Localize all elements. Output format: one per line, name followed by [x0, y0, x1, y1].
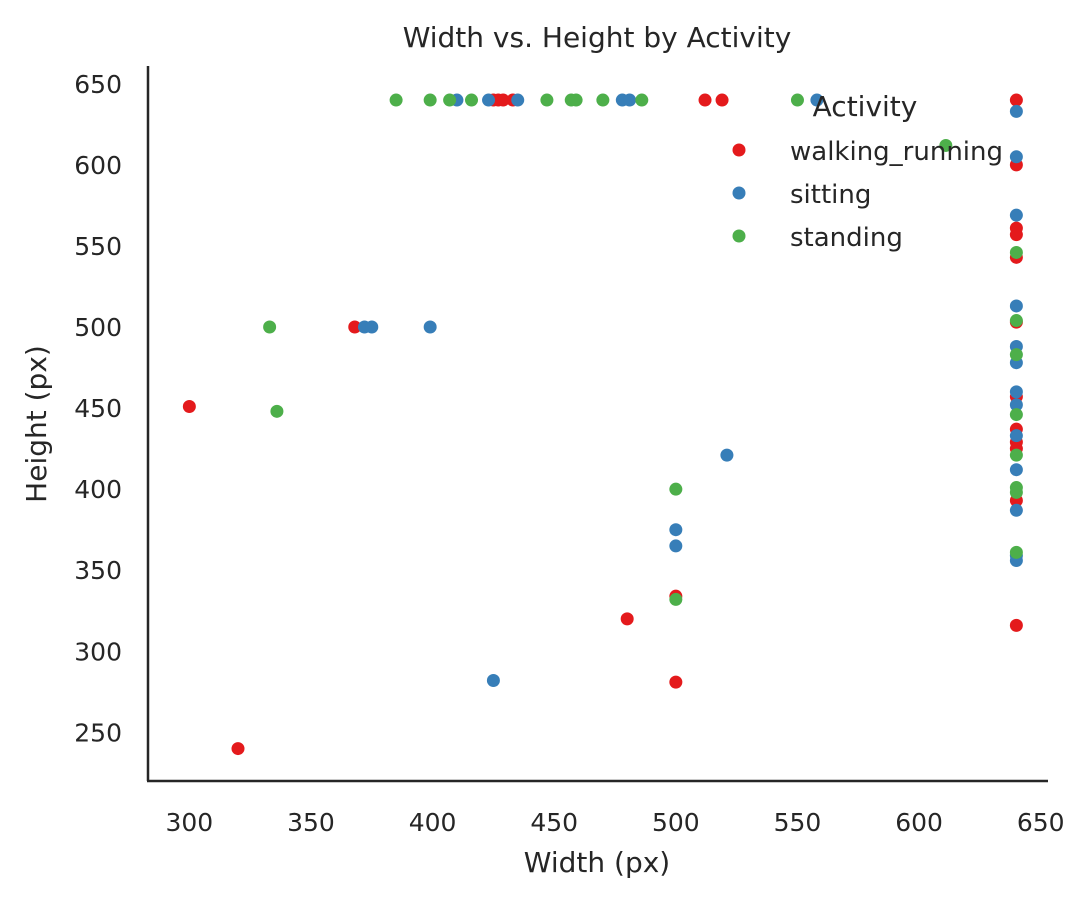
y-tick-label: 650 — [74, 70, 122, 99]
data-point — [939, 138, 953, 152]
y-tick-label: 300 — [74, 637, 122, 666]
y-tick-label: 250 — [74, 718, 122, 747]
data-point — [540, 93, 554, 107]
data-point — [423, 93, 437, 107]
y-tick-label: 350 — [74, 556, 122, 585]
y-tick-labels: 250 300 350 400 450 500 550 600 650 — [74, 70, 122, 748]
data-point — [443, 93, 457, 107]
data-point — [1009, 463, 1023, 477]
legend-label: sitting — [790, 180, 871, 210]
series-standing — [263, 93, 1023, 606]
data-point — [669, 523, 683, 537]
data-point — [263, 320, 277, 334]
series-sitting — [357, 93, 1023, 687]
data-point — [715, 93, 729, 107]
data-point — [1009, 545, 1023, 559]
y-tick-label: 400 — [74, 475, 122, 504]
x-tick-label: 600 — [895, 808, 943, 837]
x-tick-label: 300 — [165, 808, 213, 837]
data-point — [669, 592, 683, 606]
x-tick-label: 650 — [1017, 808, 1065, 837]
y-tick-label: 450 — [74, 394, 122, 423]
data-point — [1009, 245, 1023, 259]
x-tick-labels: 300 350 400 450 500 550 600 650 — [165, 808, 1064, 837]
x-axis-label: Width (px) — [524, 846, 670, 879]
legend-marker — [732, 229, 746, 243]
data-point — [1009, 503, 1023, 517]
data-point — [810, 93, 824, 107]
data-point — [1009, 228, 1023, 242]
legend-label: standing — [790, 223, 903, 253]
x-tick-label: 350 — [287, 808, 335, 837]
data-point — [1009, 93, 1023, 107]
data-point — [623, 93, 637, 107]
data-point — [465, 93, 479, 107]
x-tick-label: 500 — [652, 808, 700, 837]
data-point — [620, 612, 634, 626]
data-point — [182, 399, 196, 413]
series-walking_running — [182, 93, 1023, 756]
data-point — [720, 448, 734, 462]
data-point — [1009, 208, 1023, 222]
legend-label: walking_running — [790, 137, 1003, 167]
data-point — [389, 93, 403, 107]
y-tick-label: 550 — [74, 232, 122, 261]
data-point — [482, 93, 496, 107]
data-point — [231, 742, 245, 756]
data-point — [1009, 398, 1023, 412]
y-tick-label: 500 — [74, 313, 122, 342]
plot-area — [182, 93, 1023, 756]
data-point — [511, 93, 525, 107]
data-point — [698, 93, 712, 107]
x-tick-label: 450 — [530, 808, 578, 837]
data-point — [596, 93, 610, 107]
data-point — [486, 673, 500, 687]
data-point — [1009, 104, 1023, 118]
legend-title: Activity — [813, 90, 918, 123]
data-point — [348, 320, 362, 334]
data-point — [790, 93, 804, 107]
legend-marker — [732, 143, 746, 157]
data-point — [1009, 314, 1023, 328]
data-point — [635, 93, 649, 107]
chart-title: Width vs. Height by Activity — [403, 21, 792, 54]
data-point — [1009, 618, 1023, 632]
x-tick-label: 400 — [409, 808, 457, 837]
data-point — [423, 320, 437, 334]
data-point — [1009, 299, 1023, 313]
data-point — [569, 93, 583, 107]
data-point — [270, 404, 284, 418]
data-point — [1009, 448, 1023, 462]
data-point — [1009, 150, 1023, 164]
data-point — [1009, 348, 1023, 362]
y-axis-label: Height (px) — [20, 345, 53, 503]
data-point — [669, 539, 683, 553]
data-point — [669, 482, 683, 496]
x-tick-label: 550 — [774, 808, 822, 837]
legend-marker — [732, 186, 746, 200]
data-point — [1009, 408, 1023, 422]
data-point — [1009, 385, 1023, 399]
y-tick-label: 600 — [74, 151, 122, 180]
data-point — [365, 320, 379, 334]
data-point — [496, 93, 510, 107]
data-point — [1009, 429, 1023, 443]
data-point — [669, 675, 683, 689]
data-point — [1009, 485, 1023, 499]
